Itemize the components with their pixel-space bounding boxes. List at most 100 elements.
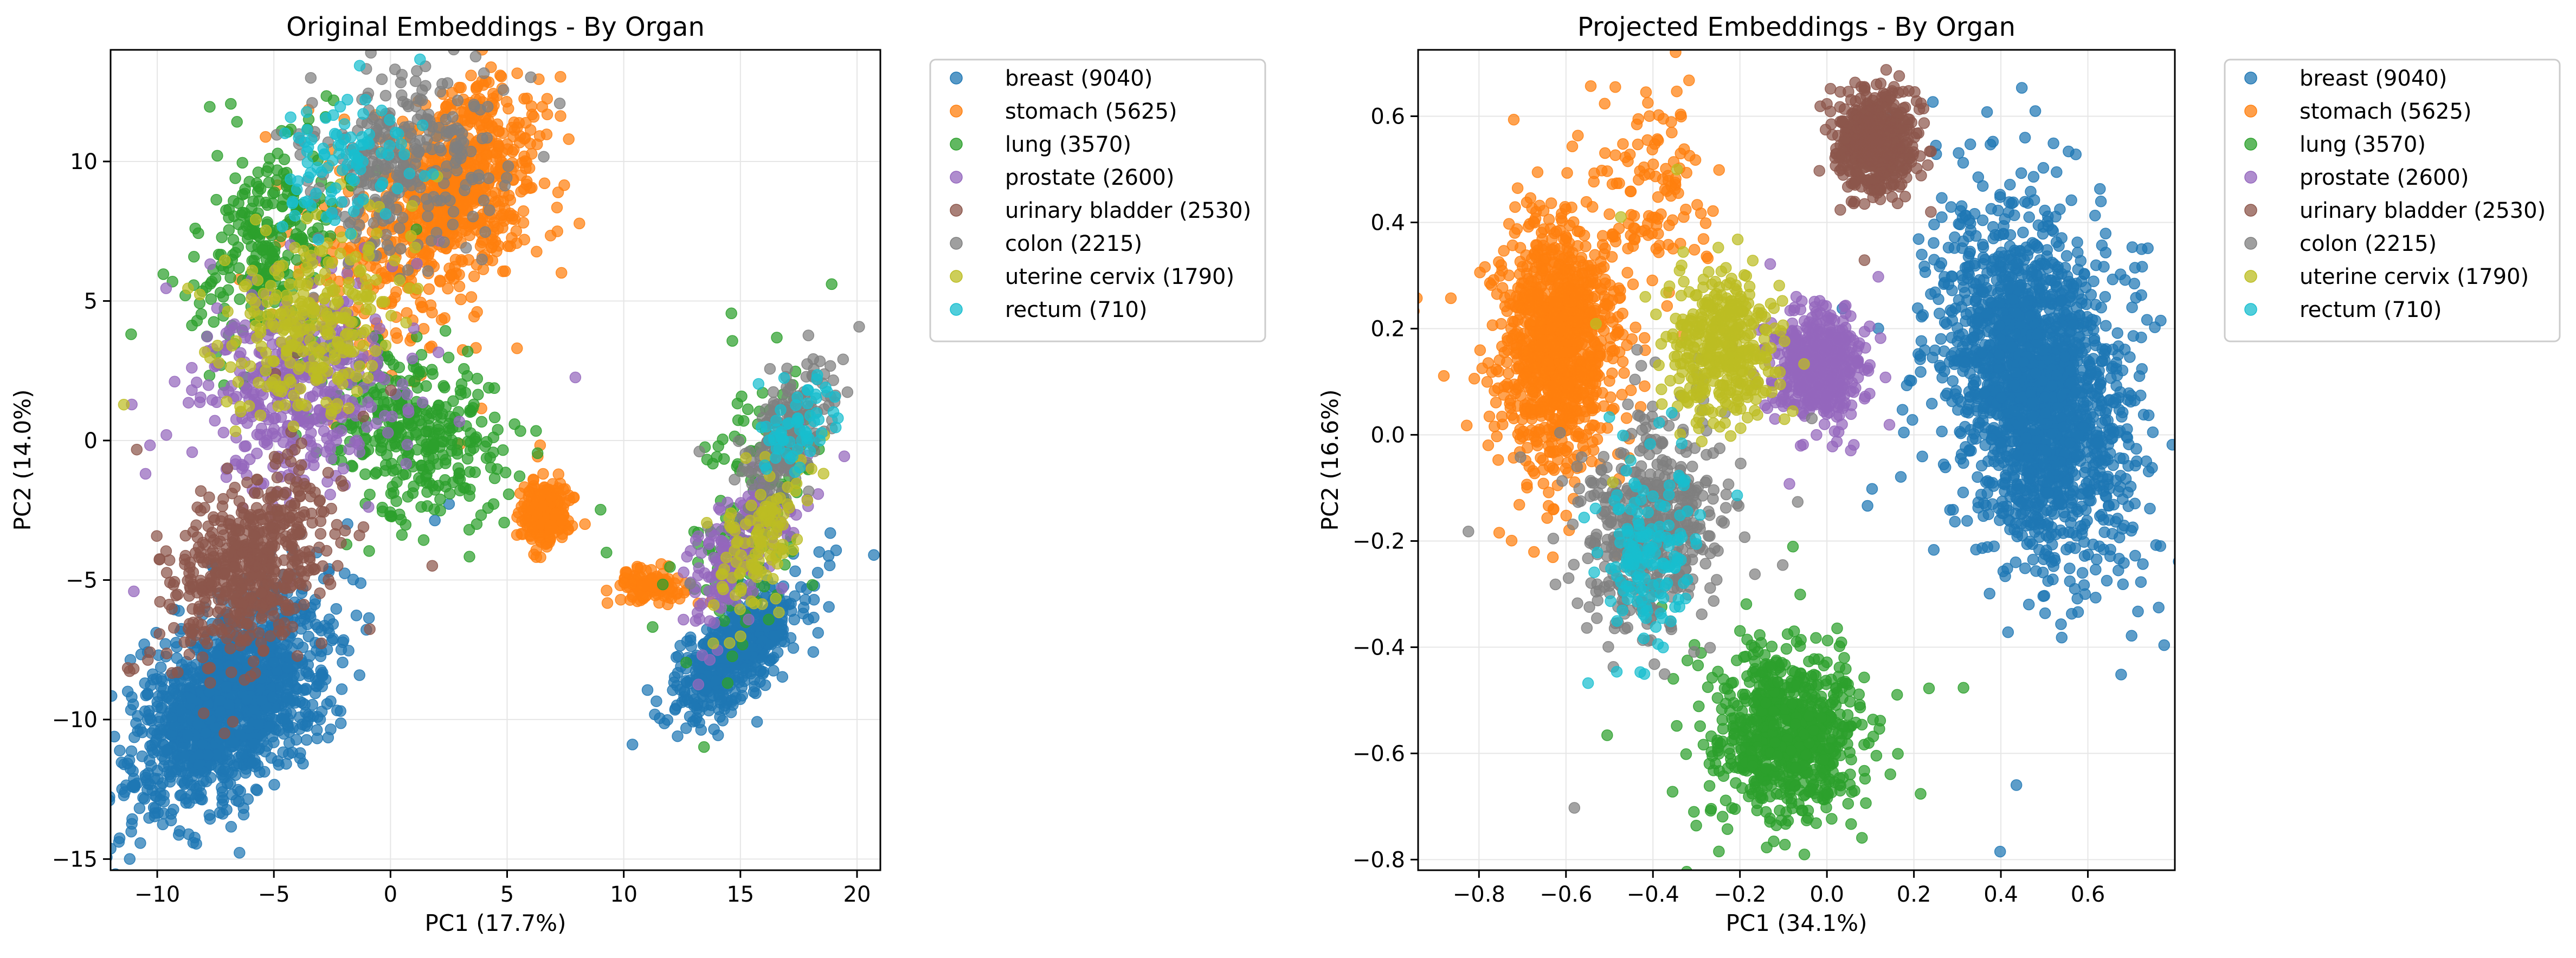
data-point — [467, 442, 480, 454]
data-point — [375, 441, 388, 454]
data-point — [712, 440, 724, 452]
data-point — [151, 696, 163, 708]
data-point — [267, 691, 279, 703]
data-point — [497, 208, 509, 221]
data-point — [527, 480, 540, 492]
data-point — [145, 760, 157, 772]
data-point — [429, 514, 441, 527]
data-point — [472, 80, 484, 92]
data-point — [199, 634, 211, 646]
data-point — [233, 758, 245, 770]
data-point — [351, 435, 363, 446]
data-point — [758, 580, 770, 593]
data-point — [729, 661, 741, 674]
data-point — [195, 308, 208, 320]
data-point — [445, 269, 458, 281]
data-point — [526, 182, 538, 194]
data-point — [224, 642, 236, 655]
data-point — [239, 674, 250, 686]
data-point — [778, 636, 790, 648]
data-point — [799, 594, 812, 606]
data-point — [319, 674, 332, 685]
data-point — [221, 462, 234, 475]
data-point — [234, 847, 246, 859]
data-point — [823, 559, 836, 572]
data-point — [253, 718, 265, 731]
data-point — [788, 613, 800, 626]
data-point — [149, 772, 160, 785]
data-point — [300, 734, 313, 746]
data-point — [175, 703, 187, 715]
data-point — [423, 283, 435, 295]
data-point — [743, 613, 755, 626]
data-point — [209, 415, 221, 427]
data-point — [146, 668, 159, 680]
data-point — [111, 690, 118, 702]
data-point — [459, 482, 472, 494]
data-point — [468, 270, 480, 282]
data-point — [203, 491, 215, 503]
data-point — [350, 610, 363, 622]
data-point — [672, 730, 684, 742]
data-point — [545, 491, 557, 503]
data-point — [268, 656, 280, 669]
data-point — [491, 245, 503, 257]
data-point — [172, 829, 185, 841]
data-point — [329, 528, 341, 540]
data-point — [435, 314, 448, 326]
data-point — [558, 179, 570, 191]
data-point — [240, 767, 252, 779]
data-point — [434, 274, 446, 287]
data-point — [133, 802, 146, 814]
data-point — [626, 739, 639, 750]
data-point — [127, 698, 139, 710]
data-point — [230, 391, 242, 403]
data-point — [244, 453, 256, 465]
data-point — [463, 466, 476, 478]
data-point — [455, 388, 467, 400]
data-point — [206, 394, 218, 406]
data-point — [726, 650, 738, 662]
data-point — [185, 692, 197, 704]
data-point — [271, 471, 284, 484]
data-point — [161, 711, 173, 723]
data-point — [190, 782, 202, 795]
data-point — [451, 444, 463, 456]
data-point — [658, 717, 671, 729]
data-point — [455, 293, 467, 306]
data-point — [129, 779, 141, 791]
data-point — [563, 133, 575, 145]
data-point — [440, 481, 452, 493]
data-point — [516, 515, 528, 527]
data-point — [551, 202, 563, 213]
data-point — [254, 429, 266, 441]
data-point — [337, 463, 350, 475]
data-point — [647, 621, 659, 633]
data-point — [480, 149, 492, 161]
data-point — [282, 748, 295, 760]
data-point — [776, 582, 788, 594]
data-point — [234, 728, 246, 740]
data-point — [335, 644, 347, 656]
data-point — [268, 245, 281, 257]
data-point — [466, 112, 478, 125]
data-point — [121, 685, 134, 697]
data-point — [421, 500, 433, 512]
data-point — [307, 390, 319, 402]
data-point — [386, 410, 398, 423]
data-point — [339, 567, 351, 579]
data-point — [474, 240, 487, 252]
data-point — [491, 463, 503, 475]
data-point — [453, 416, 466, 428]
data-point — [439, 325, 452, 337]
data-point — [209, 272, 222, 284]
data-point — [295, 437, 307, 449]
data-point — [139, 677, 151, 689]
data-point — [520, 116, 532, 129]
data-point — [619, 577, 631, 589]
data-point — [251, 784, 263, 797]
data-point — [193, 759, 205, 771]
data-point — [708, 723, 720, 735]
data-point — [637, 580, 650, 592]
data-point — [696, 649, 709, 661]
